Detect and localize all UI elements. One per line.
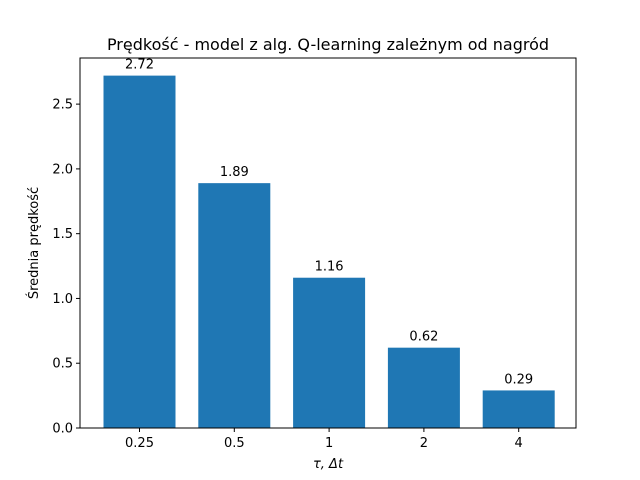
- data-label: 1.89: [220, 165, 249, 180]
- y-tick-label: 0.0: [52, 422, 73, 437]
- x-tick-label: 0.5: [224, 436, 245, 451]
- x-tick-label: 2: [420, 436, 428, 451]
- x-tick-label: 1: [325, 436, 333, 451]
- plot-area: 2.72 0.25 1.89 0.5 1.16 1 0.62 2 0.29 4 0.0 0.5 1.0 1…: [52, 58, 555, 451]
- x-tick-label: 0.25: [125, 436, 154, 451]
- x-axis-label: τ, Δt: [313, 457, 344, 472]
- y-tick-label: 1.5: [52, 227, 73, 242]
- y-tick-label: 2.5: [52, 98, 73, 113]
- bar: [198, 183, 271, 428]
- plot-frame: [79, 57, 577, 429]
- data-label: 1.16: [315, 260, 344, 275]
- bar: [103, 75, 176, 428]
- y-tick-label: 1.0: [52, 292, 73, 307]
- bar: [387, 347, 460, 428]
- x-tick-label: 4: [515, 436, 523, 451]
- data-label: 2.72: [125, 58, 154, 73]
- y-tick-label: 0.5: [52, 357, 73, 372]
- data-label: 0.29: [504, 372, 533, 387]
- y-tick-label: 2.0: [52, 162, 73, 177]
- data-label: 0.62: [409, 330, 438, 345]
- bar: [293, 277, 366, 428]
- y-axis-label: Średnia prędkość: [26, 187, 42, 299]
- bar: [482, 390, 555, 428]
- chart-title: Prędkość - model z alg. Q-learning zależ…: [107, 35, 549, 54]
